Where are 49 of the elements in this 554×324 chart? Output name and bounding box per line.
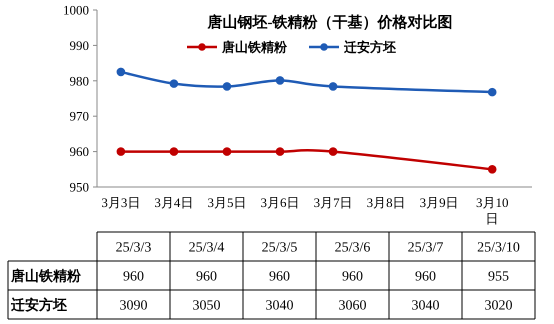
- x-tick-label: 3月5日: [207, 195, 246, 210]
- point: [170, 147, 178, 156]
- y-tick-label: 960: [70, 144, 89, 160]
- y-tick-label: 990: [70, 38, 89, 53]
- x-tick-label: 3月3日: [101, 195, 140, 210]
- point: [170, 79, 178, 88]
- y-tick-label: 1000: [63, 2, 89, 18]
- category-label: 25/3/10: [477, 240, 520, 256]
- x-tick-label: 3月8日: [366, 195, 406, 210]
- x-tick-label: 3月9日: [420, 195, 459, 210]
- data-label: 960: [123, 270, 144, 284]
- data-label: 960: [269, 270, 290, 284]
- point: [276, 147, 284, 156]
- y-tick-label: 980: [70, 73, 89, 88]
- y-tick-label: 950: [70, 180, 89, 194]
- category-label: 25/3/7: [408, 240, 444, 256]
- point: [222, 82, 232, 91]
- point: [116, 68, 126, 76]
- chart-title: 唐山钢坯-铁精粉（干基）价格对比图: [206, 13, 452, 31]
- point: [488, 165, 497, 174]
- point: [328, 147, 338, 156]
- data-label: 3020: [484, 298, 512, 314]
- x-tick-label: 3月4日: [154, 195, 194, 210]
- data-label: 960: [415, 270, 436, 284]
- data-label: 3090: [120, 298, 148, 314]
- point: [488, 88, 497, 96]
- x-tick-label: 3月6日: [260, 195, 300, 210]
- point: [328, 82, 338, 91]
- data-label: 3040: [412, 298, 440, 314]
- data-label: 3040: [266, 298, 294, 314]
- data-label: 960: [342, 270, 363, 284]
- data-label: 3050: [192, 298, 220, 314]
- data-label: 955: [488, 270, 509, 284]
- point: [116, 147, 126, 156]
- category-label: 25/3/5: [262, 240, 298, 256]
- text: 迁安方坯: [10, 296, 67, 314]
- point: [222, 147, 232, 156]
- x-tick-label: 3月10日: [476, 195, 508, 226]
- category-label: 25/3/3: [116, 240, 152, 256]
- data-label: 3060: [338, 298, 366, 314]
- point: [276, 76, 284, 85]
- category-label: 25/3/4: [188, 240, 224, 256]
- category-label: 25/3/6: [334, 240, 370, 256]
- data-label: 960: [196, 270, 217, 284]
- legend-label: 唐山铁精粉: [221, 40, 288, 54]
- legend-label: 迁安方坯: [343, 40, 396, 54]
- text: 唐山铁精粉: [10, 268, 82, 284]
- y-tick-label: 970: [70, 108, 89, 124]
- x-tick-label: 3月7日: [314, 195, 353, 210]
